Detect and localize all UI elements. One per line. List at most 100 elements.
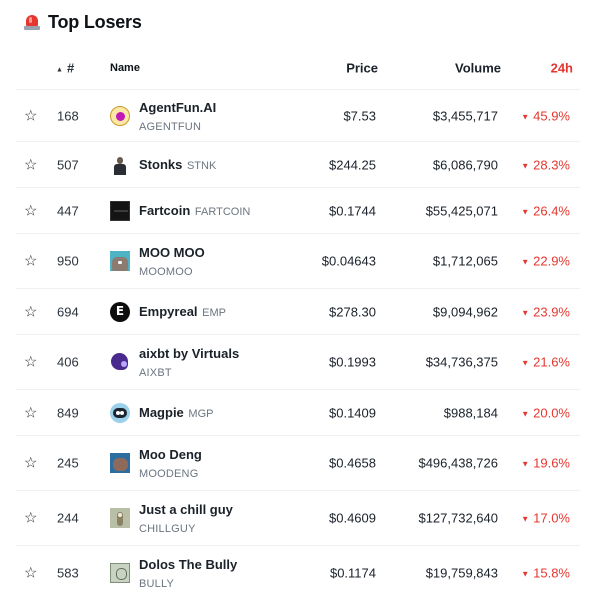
coin-logo-icon	[110, 200, 130, 221]
table-row[interactable]: ☆ 694 Empyreal EMP $278.30 $9,094,962 ▼2…	[16, 289, 580, 335]
coin-logo-icon	[110, 154, 130, 175]
coin-symbol: BULLY	[139, 578, 175, 590]
price-cell: $0.1993	[329, 354, 376, 370]
star-icon[interactable]: ☆	[24, 404, 38, 421]
coin-name-cell[interactable]: aixbt by Virtuals AIXBT	[139, 345, 239, 379]
coin-symbol: MOODENG	[139, 468, 199, 480]
coin-name: Just a chill guy	[139, 502, 233, 517]
rank-cell: 507	[57, 157, 79, 172]
table-row[interactable]: ☆ 849 Magpie MGP $0.1409 $988,184 ▼ 20.0%	[16, 390, 580, 436]
coin-logo-icon	[110, 251, 130, 271]
volume-cell: $55,425,071	[425, 203, 498, 218]
section-title: Top Losers	[48, 11, 142, 32]
coin-name-cell[interactable]: MOO MOO MOOMOO	[139, 244, 205, 278]
star-icon[interactable]: ☆	[24, 202, 38, 219]
price-cell: $7.53	[343, 108, 376, 123]
change-cell: ▼ 45.9%	[521, 108, 570, 123]
star-icon[interactable]: ☆	[24, 454, 38, 472]
coin-name-cell[interactable]: Dolos The Bully BULLY	[139, 556, 237, 590]
caret-down-icon: ▼	[521, 358, 530, 368]
volume-column-header[interactable]: Volume	[455, 60, 501, 75]
rank-cell: 245	[57, 455, 79, 471]
caret-down-icon: ▼	[521, 569, 530, 579]
coin-symbol: AGENTFUN	[139, 120, 202, 133]
coin-symbol: MGP	[188, 407, 214, 420]
coin-name: aixbt by Virtuals	[139, 346, 240, 361]
star-icon[interactable]: ☆	[24, 303, 38, 320]
coin-name-cell[interactable]: Fartcoin FARTCOIN	[139, 202, 250, 220]
star-icon[interactable]: ☆	[24, 353, 38, 371]
change-cell: ▼ 19.6%	[521, 455, 570, 471]
section-header: Top Losers	[22, 10, 142, 34]
volume-cell: $34,736,375	[425, 354, 498, 370]
coin-symbol: FARTCOIN	[194, 205, 251, 218]
change-24h-column-header[interactable]: 24h	[550, 60, 573, 75]
table-row[interactable]: ☆ 244 Just a chill guy CHILLGUY $0.4609 …	[16, 491, 580, 546]
rank-cell: 406	[57, 354, 79, 370]
price-cell: $244.25	[329, 157, 376, 172]
volume-cell: $19,759,843	[425, 565, 498, 581]
coin-symbol: EMP	[202, 306, 227, 319]
price-cell: $278.30	[329, 304, 376, 319]
coin-logo-icon	[110, 105, 130, 126]
rank-cell: 447	[57, 203, 79, 218]
star-icon[interactable]: ☆	[24, 252, 38, 270]
coin-symbol: CHILLGUY	[139, 523, 196, 535]
change-cell: ▼ 21.6%	[521, 354, 570, 370]
name-column-header[interactable]: Name	[110, 62, 140, 74]
price-cell: $0.1744	[329, 203, 376, 218]
price-column-header[interactable]: Price	[346, 60, 378, 75]
table-row[interactable]: ☆ 406 aixbt by Virtuals AIXBT $0.1993 $3…	[16, 335, 580, 390]
star-icon[interactable]: ☆	[24, 107, 38, 124]
coin-name: Fartcoin FARTCOIN	[139, 202, 251, 218]
change-cell: ▼ 26.4%	[521, 203, 570, 218]
change-cell: ▼ 17.0%	[521, 510, 570, 526]
coin-name-cell[interactable]: Empyreal EMP	[139, 303, 226, 321]
table-row[interactable]: ☆ 583 Dolos The Bully BULLY $0.1174 $19,…	[16, 546, 580, 599]
rank-cell: 950	[57, 253, 79, 269]
coin-logo-icon	[110, 301, 130, 322]
coin-logo-icon	[110, 508, 130, 528]
caret-down-icon: ▼	[521, 112, 530, 121]
volume-cell: $1,712,065	[432, 253, 498, 269]
star-icon[interactable]: ☆	[24, 509, 38, 527]
rank-column-header[interactable]: ▲ #	[56, 60, 75, 75]
volume-cell: $496,438,726	[418, 455, 498, 471]
star-icon[interactable]: ☆	[24, 156, 38, 173]
coin-name-cell[interactable]: Magpie MGP	[139, 404, 213, 422]
rank-cell: 168	[57, 108, 79, 123]
coin-name-cell[interactable]: Just a chill guy CHILLGUY	[139, 501, 233, 535]
table-row[interactable]: ☆ 507 Stonks STNK $244.25 $6,086,790 ▼ 28…	[16, 142, 580, 188]
caret-down-icon: ▼	[521, 459, 530, 469]
volume-cell: $988,184	[443, 405, 498, 420]
volume-cell: $9,094,962	[432, 304, 498, 319]
coin-name-cell[interactable]: AgentFun.AI AGENTFUN	[139, 99, 216, 133]
coin-name-cell[interactable]: Stonks STNK	[139, 156, 216, 174]
table-row[interactable]: ☆ 168 AgentFun.AI AGENTFUN $7.53 $3,455,…	[16, 90, 580, 142]
coin-logo-icon	[110, 453, 130, 473]
table-row[interactable]: ☆ 950 MOO MOO MOOMOO $0.04643 $1,712,065…	[16, 234, 580, 289]
volume-cell: $3,455,717	[432, 108, 498, 123]
change-cell: ▼ 22.9%	[521, 253, 570, 269]
coin-logo-icon	[110, 563, 130, 583]
price-cell: $0.1409	[329, 405, 376, 420]
change-cell: ▼ 28.3%	[521, 157, 570, 172]
coin-name-cell[interactable]: Moo Deng MOODENG	[139, 446, 202, 480]
siren-icon	[22, 12, 42, 32]
coin-name: Stonks STNK	[139, 156, 217, 172]
caret-down-icon: ▼	[521, 161, 530, 170]
coin-name: Dolos The Bully	[139, 557, 238, 572]
table-row[interactable]: ☆ 245 Moo Deng MOODENG $0.4658 $496,438,…	[16, 436, 580, 491]
star-icon[interactable]: ☆	[24, 564, 38, 582]
table-row[interactable]: ☆ 447 Fartcoin FARTCOIN $0.1744 $55,425,…	[16, 188, 580, 234]
price-cell: $0.4609	[329, 510, 376, 526]
coin-symbol: STNK	[186, 159, 217, 172]
coin-logo-icon	[110, 352, 130, 372]
change-cell: ▼ 15.8%	[521, 565, 570, 581]
rank-cell: 849	[57, 405, 79, 420]
coin-name: Magpie MGP	[139, 404, 214, 420]
volume-cell: $127,732,640	[418, 510, 498, 526]
caret-down-icon: ▼	[521, 308, 530, 317]
coin-name: Empyreal EMP	[139, 303, 227, 319]
price-cell: $0.4658	[329, 455, 376, 471]
